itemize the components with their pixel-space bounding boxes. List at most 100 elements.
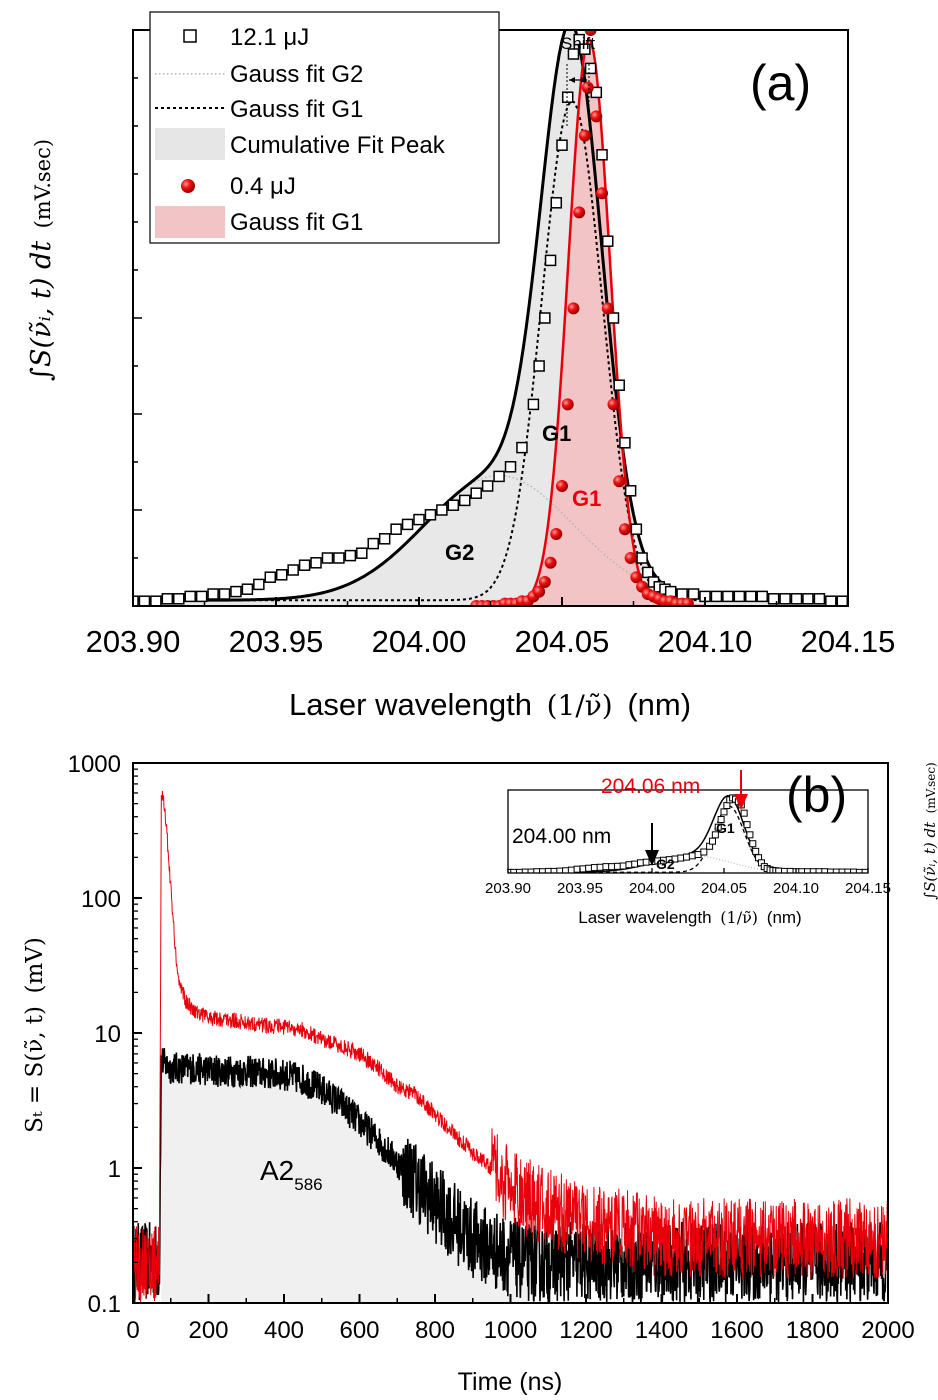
inset-data-point: [694, 851, 702, 859]
svg-text:Cumulative Fit Peak: Cumulative Fit Peak: [230, 132, 446, 159]
red-gauss-fill: [476, 39, 705, 606]
data-point-12uj: [230, 585, 242, 598]
data-point-12uj: [287, 564, 299, 576]
data-point-12uj: [813, 593, 826, 605]
data-point-04uj: [544, 556, 557, 569]
inset-g2-label: G2: [656, 856, 675, 872]
x-tick-label: 0: [126, 1317, 139, 1344]
inset-data-point: [749, 840, 757, 848]
data-point-12uj: [367, 537, 379, 550]
black-arrow-icon: [645, 823, 659, 866]
x-tick-label: 204.10: [658, 624, 753, 659]
data-point-12uj: [561, 91, 574, 103]
data-point-04uj: [538, 576, 551, 588]
legend-item-cumulative: Cumulative Fit Peak: [155, 128, 446, 160]
g1-label-red: G1: [572, 486, 601, 511]
data-point-12uj: [613, 379, 625, 391]
g1-label-black: G1: [542, 421, 571, 446]
data-point-12uj: [310, 557, 322, 569]
data-point-04uj: [581, 81, 594, 94]
data-point-04uj: [567, 302, 580, 315]
data-point-12uj: [470, 487, 482, 499]
inset-data-point: [677, 854, 685, 862]
data-point-12uj: [539, 312, 551, 324]
svg-text:0.4 μJ: 0.4 μJ: [230, 173, 296, 200]
data-point-12uj: [253, 578, 265, 591]
data-point-12uj: [413, 513, 425, 526]
data-point-04uj: [618, 523, 631, 536]
inset-data-point: [838, 868, 846, 873]
data-point-12uj: [424, 509, 437, 521]
svg-text:Gauss fit G1: Gauss fit G1: [230, 209, 363, 236]
data-point-12uj: [459, 494, 471, 507]
x-tick-label: 1000: [484, 1317, 537, 1344]
data-point-04uj: [613, 475, 626, 488]
inset-data-point: [527, 868, 535, 873]
data-point-04uj: [584, 30, 597, 36]
inset-data-point: [746, 831, 754, 839]
inset-data-point: [596, 863, 604, 871]
data-point-04uj: [630, 571, 643, 584]
data-point-12uj: [481, 480, 494, 492]
inset-data-point: [683, 853, 691, 861]
inset-data-point: [573, 865, 581, 873]
inset-data-point: [723, 802, 731, 810]
legend-item-gauss-g1-red: Gauss fit G1: [155, 206, 363, 238]
inset-data-point: [815, 868, 823, 873]
data-point-12uj: [579, 43, 591, 55]
data-point-12uj: [436, 504, 448, 516]
x-tick-label: 1600: [710, 1317, 763, 1344]
y-tick-label: 10: [94, 1021, 121, 1048]
inset-data-point: [521, 868, 529, 873]
inset-x-tick-label: 203.90: [485, 880, 531, 897]
data-point-04uj: [607, 398, 620, 411]
panel-b-y-axis-title: Sₜ = S(ν̃, t) (mV): [22, 937, 48, 1133]
data-point-12uj: [344, 549, 357, 562]
inset-data-point: [804, 868, 812, 873]
data-point-04uj: [590, 110, 603, 123]
data-point-12uj: [333, 552, 345, 564]
x-tick-label: 204.05: [515, 624, 610, 659]
data-point-12uj: [138, 595, 151, 606]
data-point-12uj: [607, 312, 620, 324]
x-tick-label: 400: [264, 1317, 304, 1344]
inset-x-tick-label: 203.95: [557, 880, 603, 897]
data-point-12uj: [533, 360, 545, 372]
inset-data-point: [602, 863, 610, 871]
data-point-12uj: [195, 590, 208, 603]
data-point-04uj: [556, 480, 568, 492]
inset-x-tick-label: 204.15: [845, 880, 891, 897]
inset-data-point: [844, 868, 852, 873]
shift-annotation: Shift: [561, 34, 595, 53]
legend-item-gauss-g2: Gauss fit G2: [155, 61, 363, 88]
data-point-04uj: [550, 528, 563, 540]
inset-x-tick-label: 204.10: [773, 880, 819, 897]
inset-data-point: [567, 866, 575, 873]
data-point-12uj: [836, 595, 848, 606]
legend-item-gauss-g1: Gauss fit G1: [155, 96, 363, 123]
data-point-04uj: [681, 597, 694, 606]
data-point-12uj: [756, 590, 768, 603]
y-tick-label: 0.1: [88, 1291, 121, 1318]
data-point-12uj: [161, 593, 174, 605]
inset-data-point: [717, 816, 725, 824]
y-tick-label: 100: [81, 886, 121, 913]
x-tick-label: 1200: [559, 1317, 612, 1344]
inset-x-tick-label: 204.00: [629, 880, 675, 897]
panel-a-y-axis-title: ∫S(ν̃ᵢ, t) dt (mV.sec): [26, 139, 57, 381]
data-point-12uj: [298, 559, 311, 571]
inset-x-axis-title: Laser wavelength (1/ν̃) (nm): [578, 908, 801, 927]
data-point-12uj: [779, 593, 791, 605]
y-tick-label: 1000: [68, 751, 121, 778]
data-point-12uj: [544, 254, 557, 267]
data-point-12uj: [275, 569, 288, 581]
inset-data-point: [798, 868, 806, 873]
inset-data-point: [720, 808, 728, 816]
inset-plot-frame: [507, 789, 869, 874]
data-point-12uj: [527, 398, 540, 411]
inset-data-point: [590, 864, 598, 872]
inset-data-point: [608, 863, 616, 871]
inset-data-point: [613, 862, 621, 870]
data-point-12uj: [401, 518, 414, 531]
